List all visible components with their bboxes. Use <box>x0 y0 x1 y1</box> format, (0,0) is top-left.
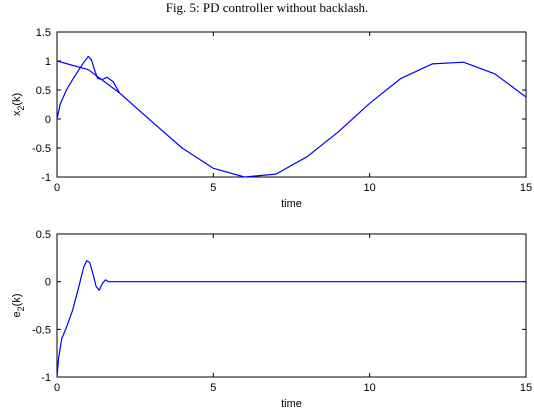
y-tick-label: -1 <box>41 172 51 184</box>
y-tick-label: 0.5 <box>36 229 51 241</box>
top-chart-panel: 0 5 10 15 -1 -0.5 0 0.5 1 1.5 time x2(k) <box>11 27 532 210</box>
y-tick-label: -0.5 <box>32 324 51 336</box>
bottom-chart-panel: 0 5 10 15 -1 -0.5 0 0.5 time e2(k) <box>11 229 532 410</box>
y-tick-label: -0.5 <box>32 143 51 155</box>
x-tick-label: 0 <box>54 182 60 194</box>
y-tick-label: 1.5 <box>36 27 51 39</box>
y-tick-label: 0 <box>45 277 51 289</box>
x-tick-label: 15 <box>520 182 532 194</box>
x-tick-label: 0 <box>54 382 60 394</box>
y-axis-label: e2(k) <box>11 294 26 318</box>
y-tick-label: 1 <box>45 56 51 68</box>
x-tick-label: 10 <box>364 182 376 194</box>
x-tick-label: 5 <box>210 382 216 394</box>
x-tick-label: 15 <box>520 382 532 394</box>
figure-caption: Fig. 5: PD controller without backlash. <box>166 0 369 15</box>
y-tick-label: 0.5 <box>36 85 51 97</box>
y-tick-label: 0 <box>45 114 51 126</box>
x-tick-label: 10 <box>364 382 376 394</box>
series-line-0 <box>56 60 527 178</box>
series-line-0 <box>56 260 526 378</box>
y-tick-label: -1 <box>41 372 51 384</box>
axes-frame <box>56 31 527 178</box>
y-axis-label: x2(k) <box>11 93 26 116</box>
x-tick-label: 5 <box>210 182 216 194</box>
x-axis-label: time <box>281 398 302 410</box>
series-line-1 <box>56 55 121 120</box>
x-axis-label: time <box>281 198 302 210</box>
axes-frame <box>56 233 527 378</box>
